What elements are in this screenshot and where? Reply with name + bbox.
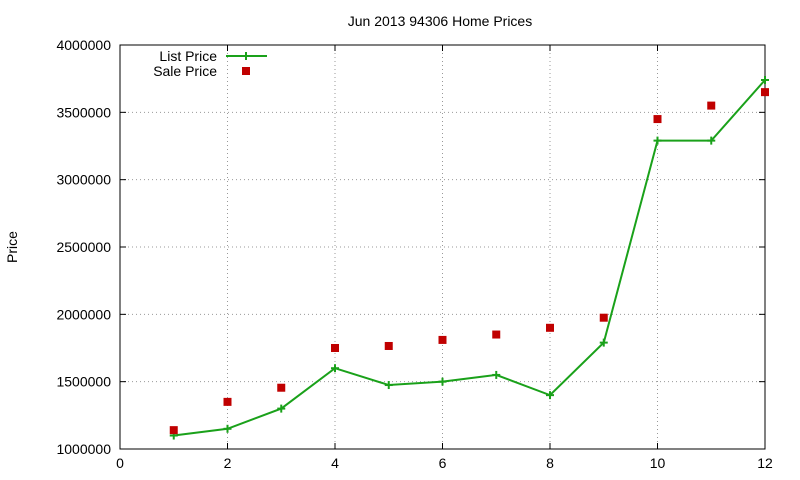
legend-swatch-sale-price xyxy=(242,67,250,75)
list-price-point xyxy=(707,136,716,145)
y-tick-label: 2000000 xyxy=(56,306,111,322)
x-tick-label: 0 xyxy=(116,455,124,471)
list-price-point xyxy=(331,364,339,373)
y-tick-label: 3000000 xyxy=(56,172,111,188)
list-price-point xyxy=(438,377,447,386)
y-tick-label: 1500000 xyxy=(56,374,111,390)
sale-price-point xyxy=(384,341,393,350)
y-tick-label: 3500000 xyxy=(56,104,111,120)
list-price-point xyxy=(761,76,769,85)
x-tick-label: 6 xyxy=(439,455,447,471)
sale-price-point xyxy=(277,383,286,392)
y-tick-label: 1000000 xyxy=(56,441,111,457)
list-price-point xyxy=(223,424,232,433)
sale-price-point xyxy=(707,101,716,110)
sale-price-point xyxy=(599,313,608,322)
x-tick-label: 10 xyxy=(650,455,666,471)
sale-price-point xyxy=(331,344,339,352)
y-axis-label: Price xyxy=(4,231,20,263)
series xyxy=(169,76,769,440)
list-price-point xyxy=(546,391,554,400)
sale-price-point xyxy=(438,335,447,344)
legend-label-list-price: List Price xyxy=(159,48,217,64)
y-tick-label: 4000000 xyxy=(56,37,111,53)
sale-price-point xyxy=(169,426,178,435)
list-price-point xyxy=(653,136,662,145)
list-price-line xyxy=(173,79,766,437)
x-tick-label: 8 xyxy=(546,455,554,471)
list-price-point xyxy=(492,370,501,379)
sale-price-point xyxy=(546,323,554,332)
chart-title: Jun 2013 94306 Home Prices xyxy=(348,13,532,29)
x-tick-label: 4 xyxy=(331,455,339,471)
sale-price-point xyxy=(761,88,769,97)
sale-price-point xyxy=(492,330,501,339)
legend-marker-list-price xyxy=(242,52,250,60)
legend-label-sale-price: Sale Price xyxy=(153,63,217,79)
x-tick-label: 12 xyxy=(757,455,773,471)
sale-price-point xyxy=(223,397,232,406)
axis-ticks: 1000000 1500000 2000000 2500000 3000000 35000… xyxy=(56,37,773,471)
list-price-point xyxy=(277,404,286,413)
grid-lines xyxy=(120,45,765,449)
list-price-point xyxy=(599,338,608,347)
x-tick-label: 2 xyxy=(224,455,232,471)
y-tick-label: 2500000 xyxy=(56,239,111,255)
sale-price-point xyxy=(653,115,662,124)
list-price-point xyxy=(384,381,393,390)
